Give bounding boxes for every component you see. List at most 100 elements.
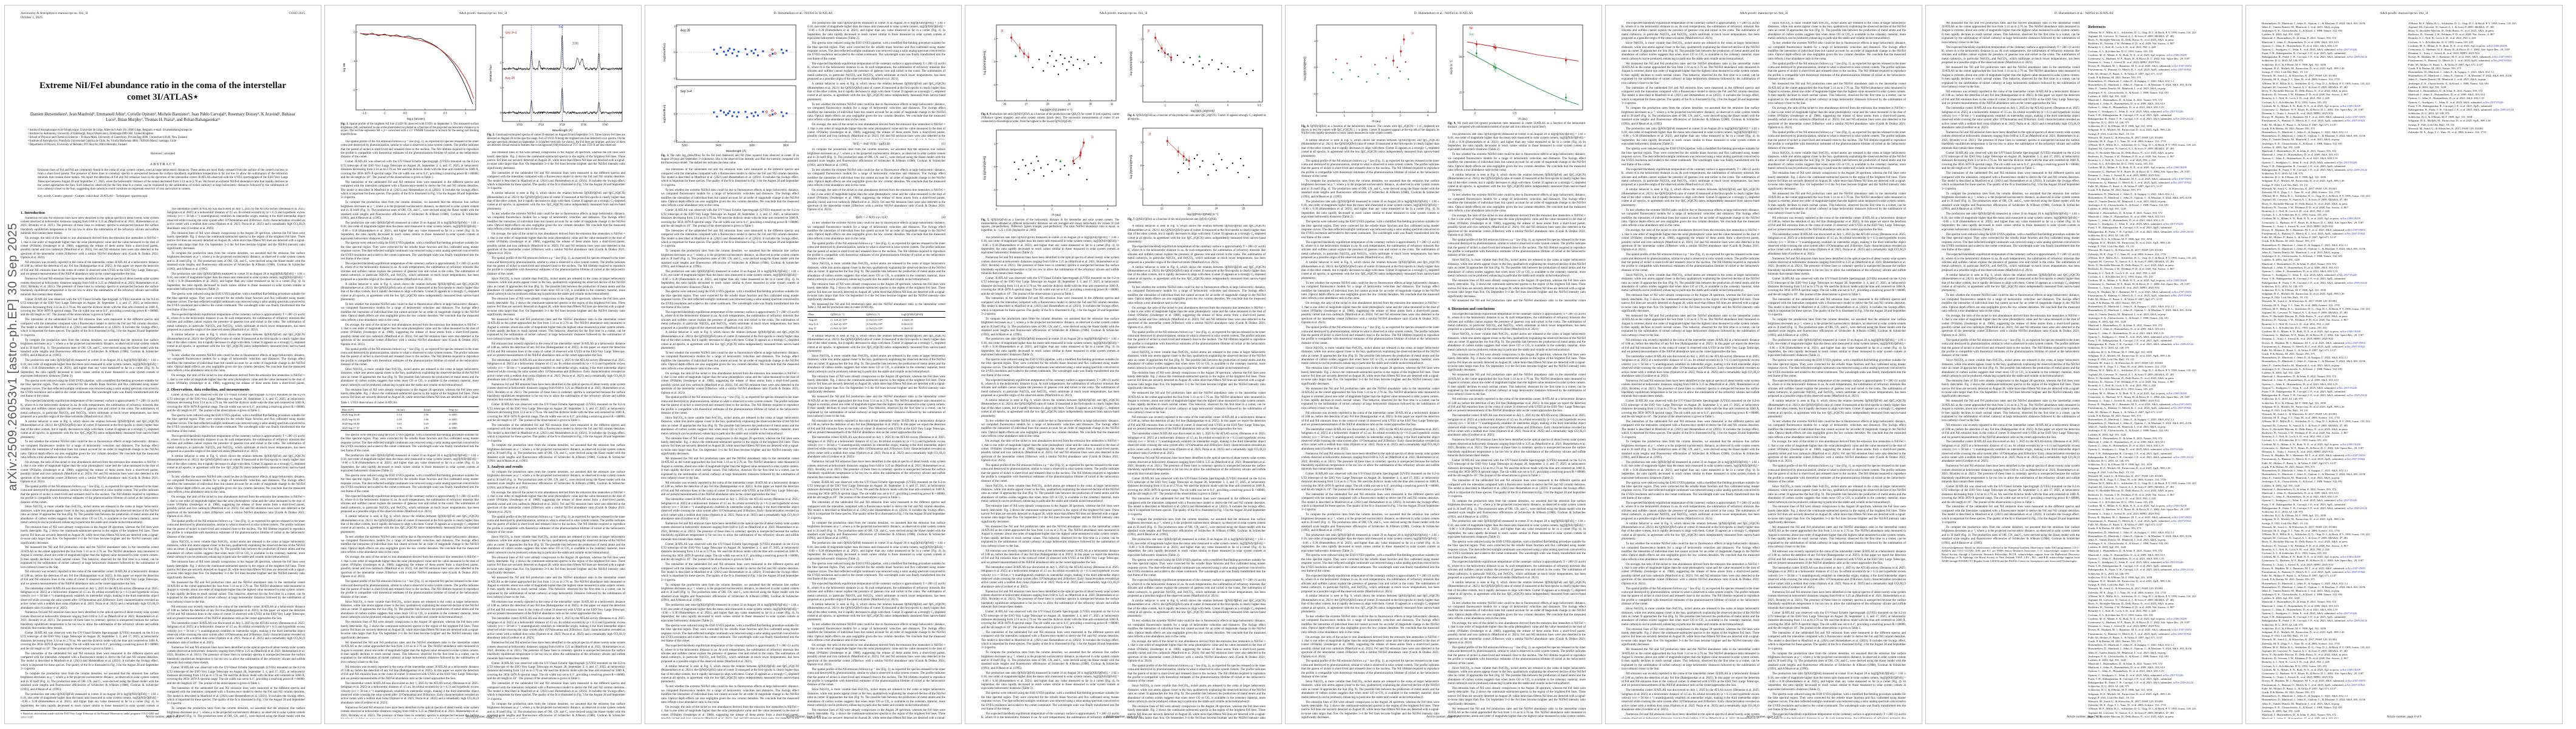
reference-arxiv-link[interactable]: arXiv:2507.05924	[2170, 632, 2191, 635]
reference-arxiv-link[interactable]: arXiv:2507.05226	[2162, 673, 2184, 677]
body-paragraph: To compute the production rates from the…	[1301, 180, 1439, 199]
reference-arxiv-link[interactable]: arXiv:2507.05051	[2171, 177, 2192, 180]
reference-arxiv-link[interactable]: arXiv:2508.18209	[2165, 504, 2187, 508]
reference-arxiv-link[interactable]: arXiv:2509.23124	[2346, 506, 2368, 510]
reference-entry: Opitom, C., Snodgrass, C., Jehin, E., et…	[2408, 100, 2504, 104]
reference-arxiv-link[interactable]: arXiv:2508.18209	[2339, 217, 2361, 221]
affiliation-line: ⁴ Institute of Astrophysics, Pontificia …	[28, 139, 177, 143]
arxiv-stamp: arXiv:2509.26053v1 [astro-ph.EP] 30 Sep …	[6, 222, 19, 491]
svg-text:-0.5: -0.5	[402, 111, 407, 114]
reference-arxiv-link[interactable]: arXiv:2507.05924	[2170, 406, 2191, 410]
reference-arxiv-link[interactable]: arXiv:2507.05051	[2171, 290, 2192, 293]
reference-arxiv-link[interactable]: arXiv:2508.18209	[2339, 555, 2361, 559]
reference-arxiv-link[interactable]: arXiv:2507.05924	[2343, 232, 2365, 236]
reference-arxiv-link[interactable]: arXiv:2507.05226	[2335, 499, 2357, 502]
affiliation-line: ⁵ Department of Physics, University of H…	[28, 143, 127, 146]
reference-entry: Opitom, C., Snodgrass, C., Jehin, E., et…	[2088, 335, 2184, 338]
reference-arxiv-link[interactable]: arXiv:2509.23124	[2172, 343, 2194, 346]
reference-entry: Cordiner, M. A., Milam, S. N., Roth, N. …	[2262, 442, 2361, 446]
text-block: The spatial profile of the NiI emission …	[341, 140, 479, 400]
reference-arxiv-link[interactable]: arXiv:2507.05924	[2343, 457, 2365, 461]
reference-arxiv-link[interactable]: arXiv:2507.05226	[2482, 100, 2504, 104]
reference-entry: Cordiner, M. A., Milam, S. N., Roth, N. …	[2408, 44, 2507, 47]
reference-arxiv-link[interactable]: arXiv:2509.23124	[2172, 117, 2194, 120]
reference-arxiv-link[interactable]: arXiv:2509.23124	[2346, 55, 2368, 59]
reference-arxiv-link[interactable]: arXiv:2508.18209	[2165, 278, 2187, 282]
reference-arxiv-link[interactable]: arXiv:2507.05051	[2345, 115, 2366, 119]
reference-arxiv-link[interactable]: arXiv:2507.05226	[2335, 612, 2357, 615]
reference-arxiv-link[interactable]: arXiv:2507.05226	[2162, 335, 2184, 338]
reference-arxiv-link[interactable]: arXiv:2507.05924	[2343, 570, 2365, 573]
reference-arxiv-link[interactable]: arXiv:2507.05051	[2491, 55, 2512, 59]
reference-arxiv-link[interactable]: arXiv:2507.05051	[2345, 228, 2366, 231]
reference-arxiv-link[interactable]: arXiv:2509.23124	[2492, 108, 2514, 111]
abstract-text: Emission lines of FeI and NiI are common…	[38, 168, 288, 191]
reference-arxiv-link[interactable]: arXiv:2509.23124	[2172, 455, 2194, 459]
reference-arxiv-link[interactable]: arXiv:2507.05051	[2171, 628, 2192, 632]
reference-arxiv-link[interactable]: arXiv:2508.18209	[2339, 442, 2361, 446]
reference-entry: Rahatgaonkar, R., Puzia, T. H., Carvajal…	[2262, 506, 2368, 510]
reference-entry: Opitom, C., Jehin, E., Hutsemékers, D., …	[2262, 495, 2338, 499]
reference-entry: Opitom, C., Snodgrass, C., Jehin, E., et…	[2088, 561, 2184, 564]
reference-arxiv-link[interactable]: arXiv:2507.05226	[2335, 386, 2357, 389]
paper-title: Extreme NiI/FeI abundance ratio in the c…	[39, 81, 286, 102]
reference-arxiv-link[interactable]: arXiv:2509.23124	[2346, 619, 2368, 623]
reference-arxiv-link[interactable]: arXiv:2507.05051	[2171, 64, 2192, 68]
reference-arxiv-link[interactable]: arXiv:2508.18209	[2165, 617, 2187, 620]
reference-arxiv-link[interactable]: arXiv:2507.05924	[2343, 344, 2365, 348]
reference-arxiv-link[interactable]: arXiv:2509.23124	[2172, 568, 2194, 572]
reference-arxiv-link[interactable]: arXiv:2508.18209	[2165, 391, 2187, 395]
reference-entry: Cochran, A. L. & Schleicher, D. G. 1993,…	[2262, 213, 2327, 217]
reference-arxiv-link[interactable]: arXiv:2508.18209	[2165, 53, 2187, 56]
reference-entry: Schleicher, D. G. 2010, AJ, 140, 973	[2088, 572, 2129, 575]
reference-arxiv-link[interactable]: arXiv:2508.18209	[2165, 166, 2187, 169]
reference-arxiv-link[interactable]: arXiv:2508.18209	[2485, 44, 2507, 47]
svg-text:1: 1	[994, 37, 996, 40]
reference-arxiv-link[interactable]: arXiv:2507.05051	[2171, 403, 2192, 406]
svg-text:0.5: 0.5	[444, 111, 448, 114]
reference-arxiv-link[interactable]: arXiv:2509.23124	[2346, 281, 2368, 284]
reference-arxiv-link[interactable]: arXiv:2507.05924	[2170, 68, 2191, 72]
reference-entry: Rahatgaonkar, R., Puzia, T. H., Carvajal…	[2088, 681, 2194, 685]
body-paragraph: The emission lines of NiI were already c…	[1301, 367, 1439, 386]
reference-entry: Cremonese, G., Huebner, W. F., Rauer, H.…	[2088, 56, 2190, 60]
reference-arxiv-link[interactable]: arXiv:2507.05924	[2343, 683, 2365, 686]
reference-arxiv-link[interactable]: arXiv:2507.05226	[2162, 561, 2184, 564]
reference-arxiv-link[interactable]: arXiv:2507.05924	[2343, 119, 2365, 123]
reference-arxiv-link[interactable]: arXiv:2507.05051	[2345, 566, 2366, 570]
reference-arxiv-link[interactable]: arXiv:2507.05226	[2162, 109, 2184, 113]
svg-text:-1: -1	[383, 111, 386, 114]
svg-text:-1: -1	[673, 77, 676, 80]
reference-arxiv-link[interactable]: arXiv:2507.05924	[2170, 519, 2191, 522]
reference-arxiv-link[interactable]: arXiv:2507.05226	[2335, 47, 2357, 51]
reference-arxiv-link[interactable]: arXiv:2507.05051	[2171, 515, 2192, 519]
reference-arxiv-link[interactable]: arXiv:2507.05226	[2335, 160, 2357, 164]
reference-arxiv-link[interactable]: arXiv:2509.23124	[2346, 168, 2368, 171]
body-paragraph: The emission lines of NiI were already c…	[807, 708, 945, 719]
reference-arxiv-link[interactable]: arXiv:2507.05226	[2162, 222, 2184, 226]
reference-entry: Biver, N., Bockelée-Morvan, D., Dello Ru…	[2088, 264, 2174, 267]
body-paragraph: Numerous FeI and NiI emission lines have…	[1768, 257, 1906, 276]
reference-entry: Bromley, S. J., Neff, B., Loch, S. D., e…	[2408, 36, 2476, 40]
reference-arxiv-link[interactable]: arXiv:2507.05051	[2345, 341, 2366, 344]
body-paragraph: On average, the ratio of the nickel to i…	[1128, 640, 1266, 663]
reference-arxiv-link[interactable]: arXiv:2507.05226	[2335, 273, 2357, 277]
reference-arxiv-link[interactable]: arXiv:2509.23124	[2172, 230, 2194, 233]
reference-entry: Seligman, D. Z., Micheli, M., Farnocchia…	[2088, 692, 2171, 696]
body-paragraph: The production rate ratio Q(NiI)/Q(FeI) …	[1448, 520, 1586, 539]
reference-arxiv-link[interactable]: arXiv:2508.18209	[2339, 329, 2361, 333]
reference-arxiv-link[interactable]: arXiv:2509.23124	[2172, 681, 2194, 685]
reference-arxiv-link[interactable]: arXiv:2507.05924	[2170, 181, 2191, 185]
body-paragraph: To test whether the extreme NiI/FeI rati…	[661, 188, 799, 208]
reference-arxiv-link[interactable]: arXiv:2507.05924	[2170, 293, 2191, 297]
reference-arxiv-link[interactable]: arXiv:2507.05226	[2162, 448, 2184, 451]
svg-text:0: 0	[1140, 164, 1142, 167]
reference-arxiv-link[interactable]: arXiv:2508.18209	[2339, 668, 2361, 671]
reference-arxiv-link[interactable]: arXiv:2507.05051	[2345, 454, 2366, 457]
reference-arxiv-link[interactable]: arXiv:2508.18209	[2339, 104, 2361, 108]
figure-label: Fig. 1.	[341, 122, 349, 126]
reference-arxiv-link[interactable]: arXiv:2507.05924	[2490, 59, 2512, 63]
reference-arxiv-link[interactable]: arXiv:2509.23124	[2346, 394, 2368, 397]
page-footer: Article number, page 4 of 8	[1106, 715, 1141, 719]
reference-arxiv-link[interactable]: arXiv:2507.05051	[2345, 679, 2366, 683]
